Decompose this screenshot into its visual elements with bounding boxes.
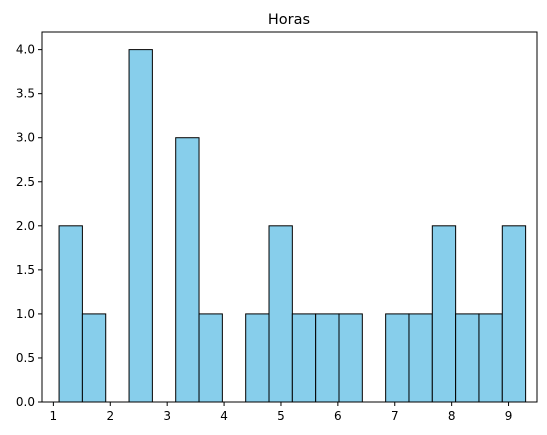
y-axis: 0.0 0.5 1.0 1.5 2.0 2.5 3.0 3.5 4.0 xyxy=(16,43,42,409)
histogram-bar-14 xyxy=(455,313,480,403)
histogram-bar-16 xyxy=(501,225,527,403)
histogram-bar-12 xyxy=(408,313,433,403)
histogram-bar-7 xyxy=(268,225,293,403)
x-tick-label: 9 xyxy=(505,409,513,423)
y-tick-label: 2.5 xyxy=(16,175,35,189)
y-tick-label: 1.5 xyxy=(16,263,35,277)
histogram-bar-8 xyxy=(291,313,317,403)
chart-title: Horas xyxy=(268,12,310,28)
y-tick-label: 4.0 xyxy=(16,43,35,57)
y-tick-label: 0.5 xyxy=(16,351,35,365)
x-tick-label: 7 xyxy=(391,409,399,423)
x-tick-label: 1 xyxy=(50,409,58,423)
histogram-bar-10 xyxy=(338,313,363,403)
x-tick-label: 6 xyxy=(334,409,342,423)
x-axis: 1 2 3 4 5 6 7 8 9 xyxy=(50,402,513,423)
histogram-bar-4 xyxy=(175,137,200,403)
y-tick-label: 2.0 xyxy=(16,219,35,233)
x-tick-label: 2 xyxy=(106,409,114,423)
y-tick-label: 3.5 xyxy=(16,87,35,101)
histogram-bar-11 xyxy=(385,313,410,403)
y-tick-label: 1.0 xyxy=(16,307,35,321)
x-tick-label: 8 xyxy=(448,409,456,423)
bars-group xyxy=(58,49,527,403)
x-tick-label: 3 xyxy=(163,409,171,423)
histogram-bar-2 xyxy=(81,313,107,403)
y-tick-label: 0.0 xyxy=(16,395,35,409)
x-tick-label: 4 xyxy=(220,409,228,423)
y-tick-label: 3.0 xyxy=(16,131,35,145)
histogram-bar-13 xyxy=(431,225,457,403)
histogram-bar-15 xyxy=(478,313,503,403)
histogram-bar-1 xyxy=(58,225,83,403)
histogram-bar-5 xyxy=(198,313,223,403)
histogram-bar-6 xyxy=(245,313,270,403)
histogram-bar-9 xyxy=(315,313,340,403)
histogram-bar-3 xyxy=(128,49,153,403)
plot-frame xyxy=(41,31,538,403)
x-tick-label: 5 xyxy=(277,409,285,423)
